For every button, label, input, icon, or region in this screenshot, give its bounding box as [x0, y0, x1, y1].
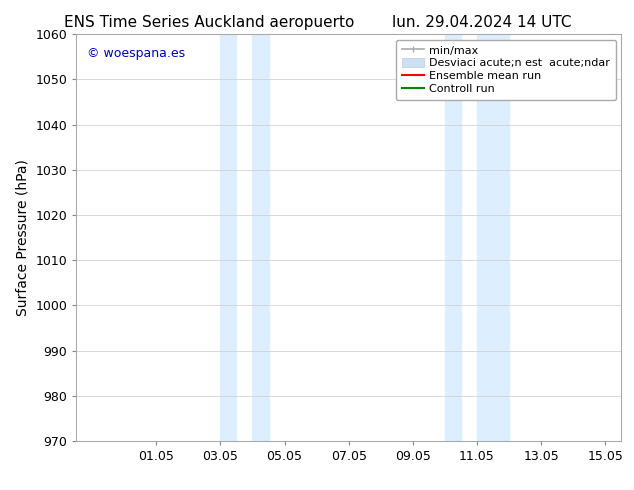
Text: © woespana.es: © woespana.es: [87, 47, 185, 59]
Bar: [221, 34, 236, 441]
Text: lun. 29.04.2024 14 UTC: lun. 29.04.2024 14 UTC: [392, 15, 572, 30]
Text: ENS Time Series Auckland aeropuerto: ENS Time Series Auckland aeropuerto: [64, 15, 354, 30]
Bar: [477, 34, 509, 441]
Bar: [445, 34, 461, 441]
Bar: [252, 34, 269, 441]
Y-axis label: Surface Pressure (hPa): Surface Pressure (hPa): [16, 159, 30, 316]
Legend: min/max, Desviaci acute;n est  acute;ndar, Ensemble mean run, Controll run: min/max, Desviaci acute;n est acute;ndar…: [396, 40, 616, 100]
